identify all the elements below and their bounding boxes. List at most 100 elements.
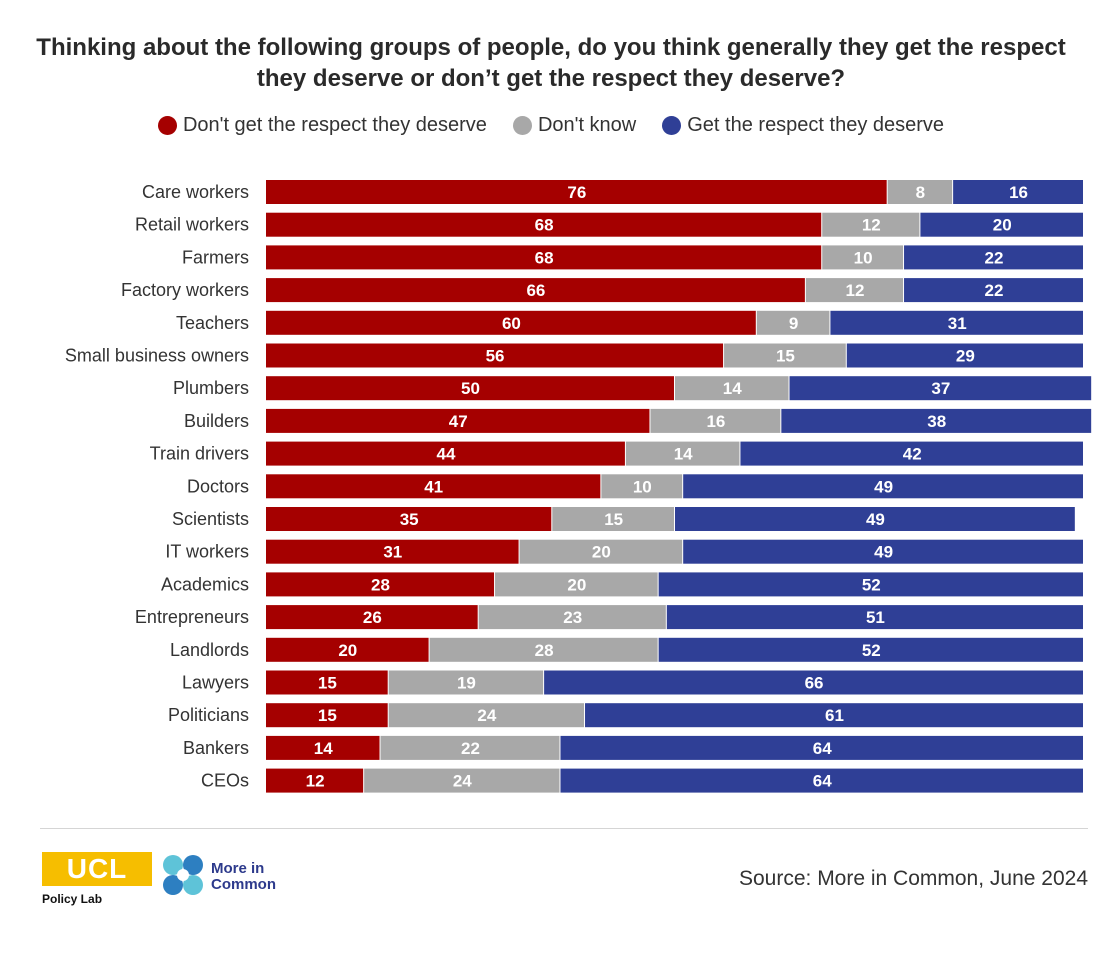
bar-care-workers-dont-know <box>887 180 953 204</box>
data-label-academics-dont-know: 20 <box>567 575 586 594</box>
bar-landlords-dont-get-respect <box>266 637 429 662</box>
data-label-politicians-dont-know: 24 <box>477 706 496 725</box>
data-label-farmers-dont-get-respect: 68 <box>535 248 554 267</box>
bar-teachers-dont-know <box>756 310 830 335</box>
bar-doctors-dont-know <box>601 474 683 499</box>
data-label-academics-get-respect: 52 <box>862 575 881 594</box>
data-label-care-workers-get-respect: 16 <box>1009 183 1028 202</box>
data-label-train-drivers-get-respect: 42 <box>903 445 922 464</box>
more-in-common-logo-icon <box>163 855 203 895</box>
data-label-bankers-dont-get-respect: 14 <box>314 739 333 758</box>
policy-lab-label: Policy Lab <box>42 892 103 906</box>
data-label-retail-workers-dont-know: 12 <box>862 216 881 235</box>
data-label-train-drivers-dont-get-respect: 44 <box>436 445 455 464</box>
bar-politicians-dont-know <box>388 703 585 728</box>
bar-academics-dont-know <box>495 572 658 597</box>
data-label-farmers-get-respect: 22 <box>985 248 1004 267</box>
data-label-scientists-dont-get-respect: 35 <box>400 510 419 529</box>
bar-doctors-dont-get-respect <box>266 474 601 499</box>
bar-entrepreneurs-get-respect <box>666 605 1083 630</box>
bar-ceos-get-respect <box>560 768 1083 793</box>
bar-academics-dont-get-respect <box>266 572 495 597</box>
bar-scientists-get-respect <box>675 507 1075 531</box>
category-label-academics: Academics <box>161 574 249 594</box>
bar-scientists-dont-know <box>552 507 674 531</box>
data-label-builders-get-respect: 38 <box>927 412 946 431</box>
bar-care-workers-get-respect <box>953 180 1083 204</box>
data-label-doctors-get-respect: 49 <box>874 477 893 496</box>
data-label-entrepreneurs-get-respect: 51 <box>866 608 885 627</box>
data-label-plumbers-dont-get-respect: 50 <box>461 379 480 398</box>
data-label-plumbers-get-respect: 37 <box>931 379 950 398</box>
mic-line2: Common <box>211 876 276 893</box>
data-label-academics-dont-get-respect: 28 <box>371 575 390 594</box>
data-label-factory-workers-dont-get-respect: 66 <box>526 281 545 300</box>
data-label-lawyers-get-respect: 66 <box>805 674 824 693</box>
data-label-train-drivers-dont-know: 14 <box>674 445 693 464</box>
bar-plumbers-dont-know <box>675 376 789 401</box>
bar-retail-workers-dont-know <box>822 212 920 237</box>
data-label-retail-workers-dont-get-respect: 68 <box>535 216 554 235</box>
ucl-logo-text: UCL <box>66 853 128 884</box>
bar-academics-get-respect <box>658 572 1083 597</box>
legend: Don't get the respect they deserve Don't… <box>0 114 1102 137</box>
data-label-it-workers-dont-get-respect: 31 <box>383 543 402 562</box>
bar-politicians-get-respect <box>585 703 1083 728</box>
bar-train-drivers-get-respect <box>740 441 1083 466</box>
bar-landlords-get-respect <box>658 637 1083 662</box>
bar-train-drivers-dont-get-respect <box>266 441 625 466</box>
data-label-scientists-get-respect: 49 <box>866 510 885 529</box>
bar-landlords-dont-know <box>429 637 658 662</box>
bar-retail-workers-get-respect <box>920 212 1083 237</box>
data-label-teachers-dont-get-respect: 60 <box>502 314 521 333</box>
category-label-train-drivers: Train drivers <box>150 444 249 464</box>
bar-farmers-dont-get-respect <box>266 245 822 270</box>
category-label-teachers: Teachers <box>176 313 249 333</box>
data-label-lawyers-dont-get-respect: 15 <box>318 674 337 693</box>
bar-lawyers-get-respect <box>544 670 1083 695</box>
data-label-landlords-dont-get-respect: 20 <box>338 641 357 660</box>
data-label-it-workers-get-respect: 49 <box>874 543 893 562</box>
data-label-plumbers-dont-know: 14 <box>723 379 742 398</box>
bar-it-workers-get-respect <box>683 539 1083 564</box>
data-label-politicians-dont-get-respect: 15 <box>318 706 337 725</box>
bar-bankers-get-respect <box>560 735 1083 760</box>
data-label-teachers-get-respect: 31 <box>948 314 967 333</box>
category-label-landlords: Landlords <box>170 640 249 660</box>
data-label-doctors-dont-know: 10 <box>633 477 652 496</box>
bar-small-business-owners-dont-get-respect <box>266 343 724 368</box>
footer-divider <box>40 828 1088 829</box>
ucl-logo: UCL <box>42 852 152 886</box>
bar-small-business-owners-get-respect <box>846 343 1083 368</box>
bar-it-workers-dont-know <box>519 539 683 564</box>
category-label-care-workers: Care workers <box>142 182 249 202</box>
bar-teachers-dont-get-respect <box>266 310 756 335</box>
bar-factory-workers-dont-know <box>805 278 904 303</box>
bar-farmers-dont-know <box>822 245 904 270</box>
bar-lawyers-dont-know <box>388 670 544 695</box>
bar-ceos-dont-know <box>364 768 560 793</box>
category-label-politicians: Politicians <box>168 705 249 725</box>
data-label-ceos-get-respect: 64 <box>813 772 832 791</box>
legend-item-dont-know: Don't know <box>512 114 636 137</box>
bar-scientists-dont-get-respect <box>266 507 552 531</box>
data-label-it-workers-dont-know: 20 <box>592 543 611 562</box>
data-label-scientists-dont-know: 15 <box>604 510 623 529</box>
data-label-landlords-get-respect: 52 <box>862 641 881 660</box>
data-label-builders-dont-know: 16 <box>706 412 725 431</box>
legend-swatch-grey <box>512 116 532 135</box>
bar-plumbers-dont-get-respect <box>266 376 674 401</box>
bar-politicians-dont-get-respect <box>266 703 388 728</box>
bar-small-business-owners-dont-know <box>724 343 846 368</box>
bar-plumbers-get-respect <box>789 376 1092 401</box>
legend-label: Get the respect they deserve <box>687 114 945 136</box>
bar-ceos-dont-get-respect <box>266 768 364 793</box>
category-label-retail-workers: Retail workers <box>135 215 249 235</box>
legend-swatch-blue <box>662 116 682 135</box>
bar-entrepreneurs-dont-know <box>478 605 666 630</box>
bar-factory-workers-get-respect <box>904 278 1083 303</box>
category-label-lawyers: Lawyers <box>182 673 249 693</box>
bar-entrepreneurs-dont-get-respect <box>266 605 478 630</box>
data-label-landlords-dont-know: 28 <box>535 641 554 660</box>
data-label-builders-dont-get-respect: 47 <box>449 412 468 431</box>
